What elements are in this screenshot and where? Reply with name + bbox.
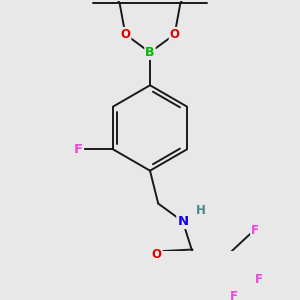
Text: O: O — [169, 28, 180, 41]
Text: F: F — [255, 273, 263, 286]
Text: H: H — [196, 204, 206, 218]
Text: F: F — [230, 290, 238, 300]
Text: B: B — [145, 46, 155, 59]
Text: O: O — [152, 248, 162, 261]
Text: F: F — [74, 143, 83, 156]
Text: N: N — [177, 215, 188, 228]
Text: F: F — [251, 224, 259, 237]
Text: O: O — [120, 28, 130, 41]
